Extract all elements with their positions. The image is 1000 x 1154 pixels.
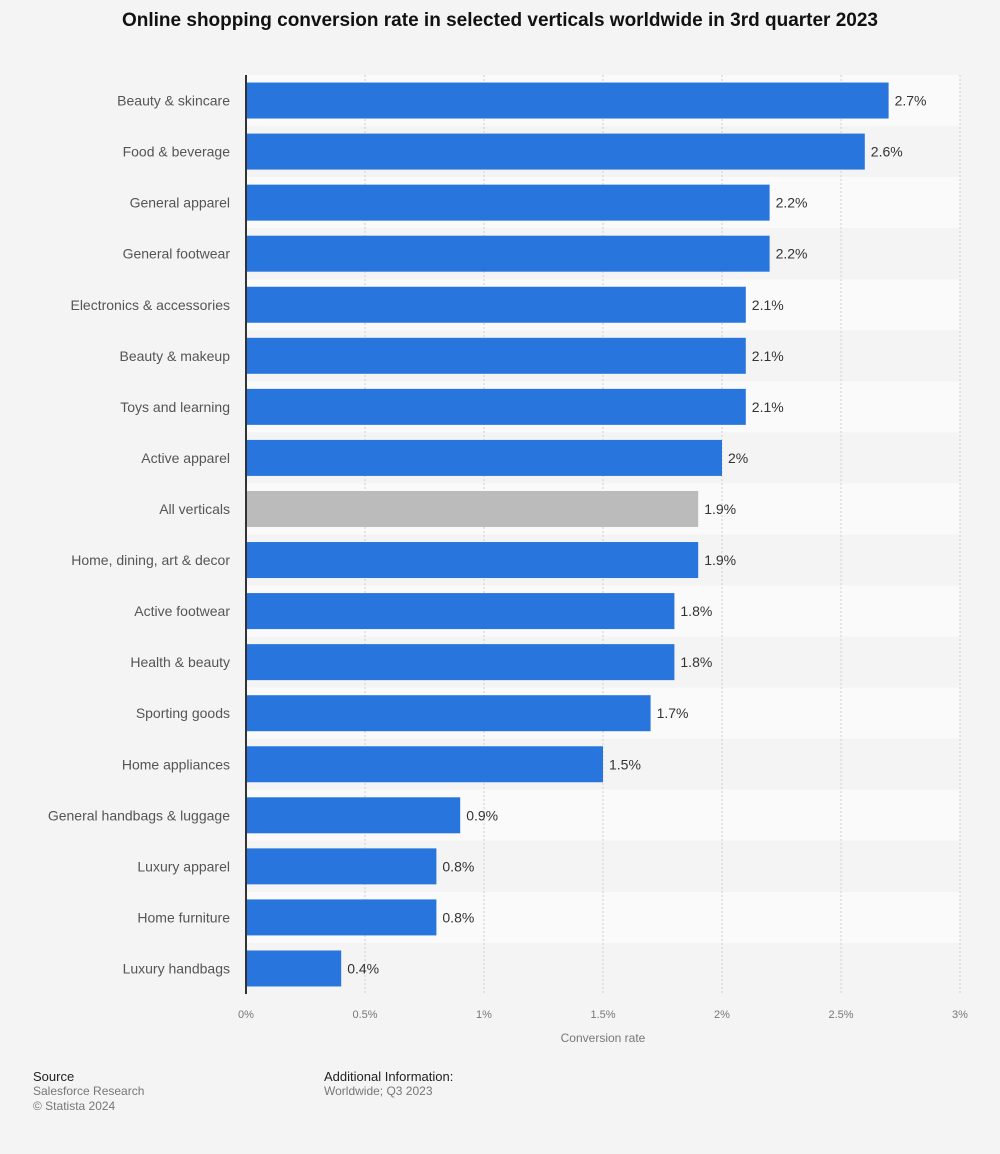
data-label: 2.2% bbox=[776, 246, 808, 262]
bar bbox=[246, 644, 675, 681]
bar bbox=[246, 950, 342, 987]
bar bbox=[246, 286, 746, 323]
copyright: © Statista 2024 bbox=[33, 1099, 116, 1113]
category-label: Food & beverage bbox=[123, 144, 231, 160]
source-block: Source Salesforce Research © Statista 20… bbox=[33, 1069, 144, 1114]
data-label: 1.8% bbox=[680, 654, 712, 670]
data-label: 1.5% bbox=[609, 756, 641, 772]
category-label: All verticals bbox=[159, 501, 230, 517]
data-label: 0.8% bbox=[442, 858, 474, 874]
data-label: 2.6% bbox=[871, 144, 903, 160]
data-label: 2.2% bbox=[776, 195, 808, 211]
data-label: 2.7% bbox=[895, 93, 927, 109]
category-label: Toys and learning bbox=[120, 399, 230, 415]
chart-title: Online shopping conversion rate in selec… bbox=[121, 10, 878, 31]
x-tick-label: 3% bbox=[952, 1009, 968, 1021]
x-tick-label: 0.5% bbox=[352, 1009, 377, 1021]
x-tick-label: 0% bbox=[238, 1009, 254, 1021]
source-heading: Source bbox=[33, 1069, 75, 1084]
bar-chart: 0% 0.5% 1% 1.5% 2% 2.5% 3% Beauty & skincare 2.7… bbox=[48, 75, 968, 1045]
category-label: Active apparel bbox=[141, 450, 230, 466]
data-label: 1.8% bbox=[680, 603, 712, 619]
data-label: 1.9% bbox=[704, 552, 736, 568]
category-label: Active footwear bbox=[134, 603, 230, 619]
category-label: General handbags & luggage bbox=[48, 807, 230, 823]
bar bbox=[246, 542, 699, 579]
x-axis-title: Conversion rate bbox=[561, 1031, 646, 1045]
bar bbox=[246, 184, 770, 221]
category-label: Home furniture bbox=[137, 909, 230, 925]
bar bbox=[246, 439, 722, 476]
category-label: Health & beauty bbox=[130, 654, 230, 670]
source-text[interactable]: Salesforce Research bbox=[33, 1084, 145, 1098]
category-label: Sporting goods bbox=[136, 705, 230, 721]
bar bbox=[246, 235, 770, 272]
bar bbox=[246, 746, 603, 783]
bar bbox=[246, 388, 746, 425]
category-label: Home, dining, art & decor bbox=[71, 552, 230, 568]
x-tick-label: 1% bbox=[476, 1009, 492, 1021]
additional-info-text: Worldwide; Q3 2023 bbox=[324, 1084, 433, 1098]
category-label: Electronics & accessories bbox=[70, 297, 230, 313]
bar bbox=[246, 695, 651, 732]
category-label: Luxury apparel bbox=[137, 858, 230, 874]
data-label: 2.1% bbox=[752, 348, 784, 364]
bar bbox=[246, 593, 675, 630]
data-label: 2.1% bbox=[752, 297, 784, 313]
data-label: 2% bbox=[728, 450, 748, 466]
x-tick-label: 2.5% bbox=[828, 1009, 853, 1021]
data-label: 1.7% bbox=[657, 705, 689, 721]
bar bbox=[246, 490, 699, 527]
x-tick-label: 1.5% bbox=[590, 1009, 615, 1021]
additional-info-heading: Additional Information: bbox=[324, 1069, 454, 1084]
bar bbox=[246, 133, 865, 170]
bar bbox=[246, 899, 437, 936]
category-label: Home appliances bbox=[122, 756, 230, 772]
category-label: General footwear bbox=[123, 246, 231, 262]
data-label: 0.8% bbox=[442, 909, 474, 925]
category-label: General apparel bbox=[130, 195, 230, 211]
category-label: Luxury handbags bbox=[123, 960, 230, 976]
bar bbox=[246, 82, 889, 119]
bar bbox=[246, 797, 461, 834]
bar bbox=[246, 848, 437, 885]
category-label: Beauty & makeup bbox=[119, 348, 230, 364]
data-label: 2.1% bbox=[752, 399, 784, 415]
bar bbox=[246, 337, 746, 374]
data-label: 1.9% bbox=[704, 501, 736, 517]
data-label: 0.9% bbox=[466, 807, 498, 823]
category-label: Beauty & skincare bbox=[117, 93, 230, 109]
additional-info-block: Additional Information: Worldwide; Q3 20… bbox=[324, 1069, 453, 1099]
x-tick-label: 2% bbox=[714, 1009, 730, 1021]
data-label: 0.4% bbox=[347, 960, 379, 976]
